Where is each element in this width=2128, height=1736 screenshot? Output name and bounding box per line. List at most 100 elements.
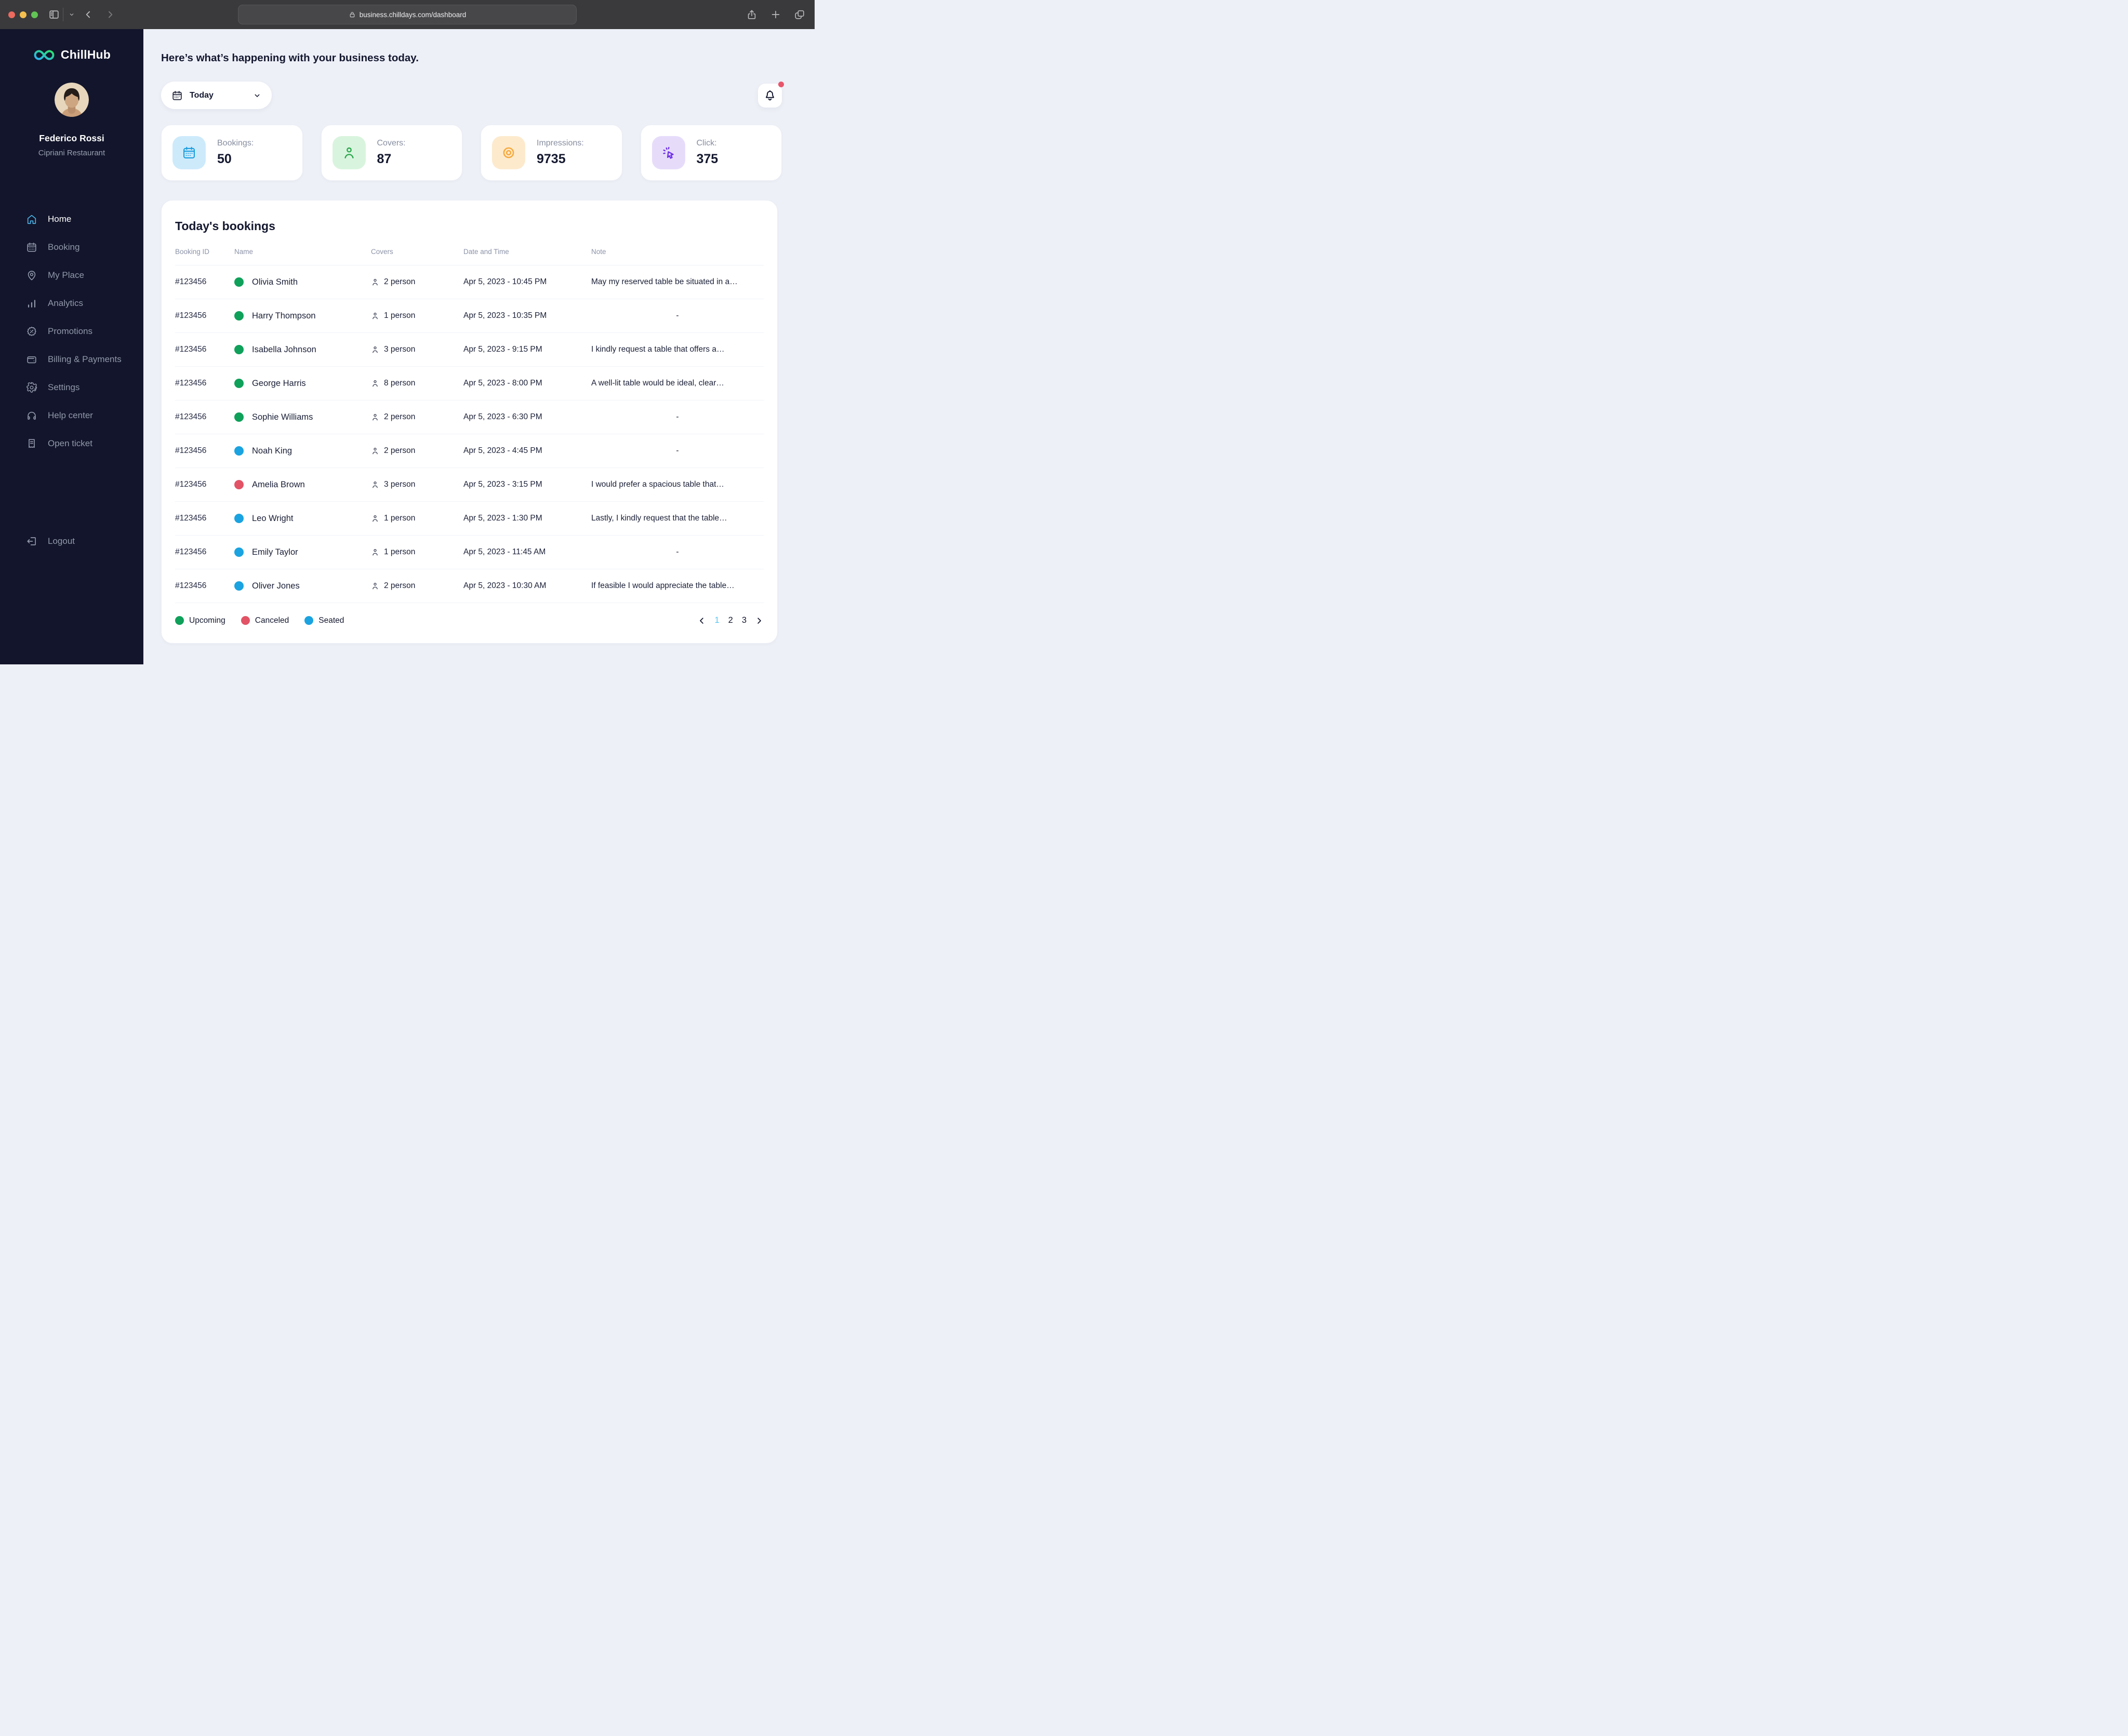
bell-icon [764, 89, 776, 102]
table-row[interactable]: #123456 Amelia Brown 3 person Apr 5, 2023 -… [175, 468, 764, 502]
user-profile: Federico Rossi Cipriani Restaurant [0, 83, 143, 157]
next-page-button[interactable] [754, 616, 764, 625]
sidebar-item-promotions[interactable]: Promotions [0, 317, 143, 345]
back-button[interactable] [83, 9, 94, 20]
brand: ChillHub [0, 48, 143, 62]
booking-id-cell: #123456 [175, 446, 207, 455]
page-button-3[interactable]: 3 [741, 616, 747, 625]
bookings-card: Today's bookings Booking ID Name Covers Dat… [161, 200, 778, 644]
table-row[interactable]: #123456 Oliver Jones 2 person Apr 5, 2023 -… [175, 569, 764, 603]
address-bar[interactable]: business.chilldays.com/dashboard [238, 5, 577, 24]
sidebar-item-billing-payments[interactable]: Billing & Payments [0, 345, 143, 373]
forward-arrow-icon [105, 9, 115, 20]
share-button[interactable] [746, 9, 757, 20]
sidebar-toggle-button[interactable] [48, 9, 60, 20]
bar-chart-icon [26, 298, 37, 309]
covers-cell: 2 person [371, 412, 463, 422]
avatar[interactable] [55, 83, 89, 117]
name-cell: Harry Thompson [234, 311, 371, 321]
table-row[interactable]: #123456 Olivia Smith 2 person Apr 5, 2023 -… [175, 265, 764, 299]
receipt-icon [26, 438, 37, 449]
note-cell: May my reserved table be situated in a… [591, 277, 738, 286]
sidebar-item-analytics[interactable]: Analytics [0, 289, 143, 317]
forward-button[interactable] [105, 9, 115, 20]
covers-cell: 3 person [371, 345, 463, 354]
booking-name: Emily Taylor [252, 547, 298, 557]
table-row[interactable]: #123456 George Harris 8 person Apr 5, 2023 … [175, 367, 764, 400]
legend-label: Upcoming [189, 616, 225, 625]
stat-value: 375 [696, 152, 719, 166]
legend-dot-seated [304, 616, 314, 625]
table-row[interactable]: #123456 Noah King 2 person Apr 5, 2023 - 4:… [175, 434, 764, 468]
name-cell: Olivia Smith [234, 277, 371, 287]
stat-card-click: Click: 375 [640, 125, 782, 181]
date-filter-dropdown[interactable]: Today [161, 82, 272, 109]
person-icon [371, 345, 379, 354]
sidebar-item-settings[interactable]: Settings [0, 373, 143, 402]
covers-count: 1 person [384, 547, 416, 556]
close-window-button[interactable] [8, 11, 15, 18]
zoom-window-button[interactable] [31, 11, 38, 18]
table-row[interactable]: #123456 Sophie Williams 2 person Apr 5, 202… [175, 400, 764, 434]
legend-item-upcoming: Upcoming [175, 616, 225, 625]
person-icon [342, 145, 356, 160]
covers-count: 1 person [384, 311, 416, 320]
table-row[interactable]: #123456 Harry Thompson 1 person Apr 5, 2023… [175, 299, 764, 333]
table-row[interactable]: #123456 Isabella Johnson 3 person Apr 5, 20… [175, 333, 764, 367]
status-dot-seated [234, 446, 244, 456]
page-button-2[interactable]: 2 [728, 616, 733, 625]
sidebar-panel-icon [48, 9, 60, 20]
plus-icon [770, 9, 781, 20]
stat-label: Impressions: [537, 139, 584, 148]
stat-text: Click: 375 [697, 139, 719, 167]
notifications-button[interactable] [758, 81, 784, 108]
status-dot-upcoming [234, 379, 244, 388]
tab-overview-button[interactable] [794, 9, 805, 20]
covers-cell: 8 person [371, 379, 463, 388]
note-cell: I would prefer a spacious table that… [591, 480, 724, 489]
note-cell: - [676, 311, 679, 320]
cursor-click-tile [651, 136, 685, 169]
sidebar-item-booking[interactable]: Booking [0, 233, 143, 261]
stat-card-impressions: Impressions: 9735 [481, 125, 622, 181]
booking-id-cell: #123456 [175, 277, 207, 286]
calendar-icon [171, 90, 183, 101]
name-cell: Sophie Williams [234, 412, 371, 422]
datetime-cell: Apr 5, 2023 - 3:15 PM [463, 480, 542, 489]
stat-card-covers: Covers: 87 [321, 125, 462, 181]
minimize-window-button[interactable] [20, 11, 26, 18]
new-tab-button[interactable] [770, 9, 781, 20]
table-row[interactable]: #123456 Leo Wright 1 person Apr 5, 2023 - 1… [175, 502, 764, 536]
chevron-left-icon [697, 616, 707, 625]
note-cell: - [676, 547, 679, 556]
datetime-cell: Apr 5, 2023 - 10:35 PM [463, 311, 547, 320]
tab-group-chevron-button[interactable] [69, 11, 75, 18]
status-dot-seated [234, 514, 244, 523]
column-header-note: Note [591, 248, 606, 256]
datetime-cell: Apr 5, 2023 - 6:30 PM [463, 412, 542, 421]
status-dot-canceled [234, 480, 244, 489]
previous-page-button[interactable] [697, 616, 707, 625]
sidebar-item-home[interactable]: Home [0, 205, 143, 233]
booking-name: Oliver Jones [252, 581, 300, 591]
booking-id-cell: #123456 [175, 480, 207, 489]
user-name: Federico Rossi [39, 133, 104, 143]
table-row[interactable]: #123456 Emily Taylor 1 person Apr 5, 2023 -… [175, 536, 764, 569]
sidebar-item-my-place[interactable]: My Place [0, 261, 143, 289]
person-icon [371, 548, 379, 556]
sidebar-item-open-ticket[interactable]: Open ticket [0, 430, 143, 458]
stat-text: Covers: 87 [377, 139, 406, 167]
notification-badge [778, 81, 784, 87]
logout-icon [26, 536, 37, 547]
status-dot-seated [234, 547, 244, 557]
sidebar-item-help-center[interactable]: Help center [0, 402, 143, 430]
legend-dot-upcoming [175, 616, 184, 625]
legend-item-canceled: Canceled [241, 616, 289, 625]
page-button-1[interactable]: 1 [714, 616, 720, 625]
logout-button[interactable]: Logout [0, 527, 143, 555]
covers-count: 8 person [384, 379, 416, 388]
back-arrow-icon [83, 9, 94, 20]
booking-name: George Harris [252, 378, 306, 388]
stat-text: Bookings: 50 [217, 139, 254, 167]
